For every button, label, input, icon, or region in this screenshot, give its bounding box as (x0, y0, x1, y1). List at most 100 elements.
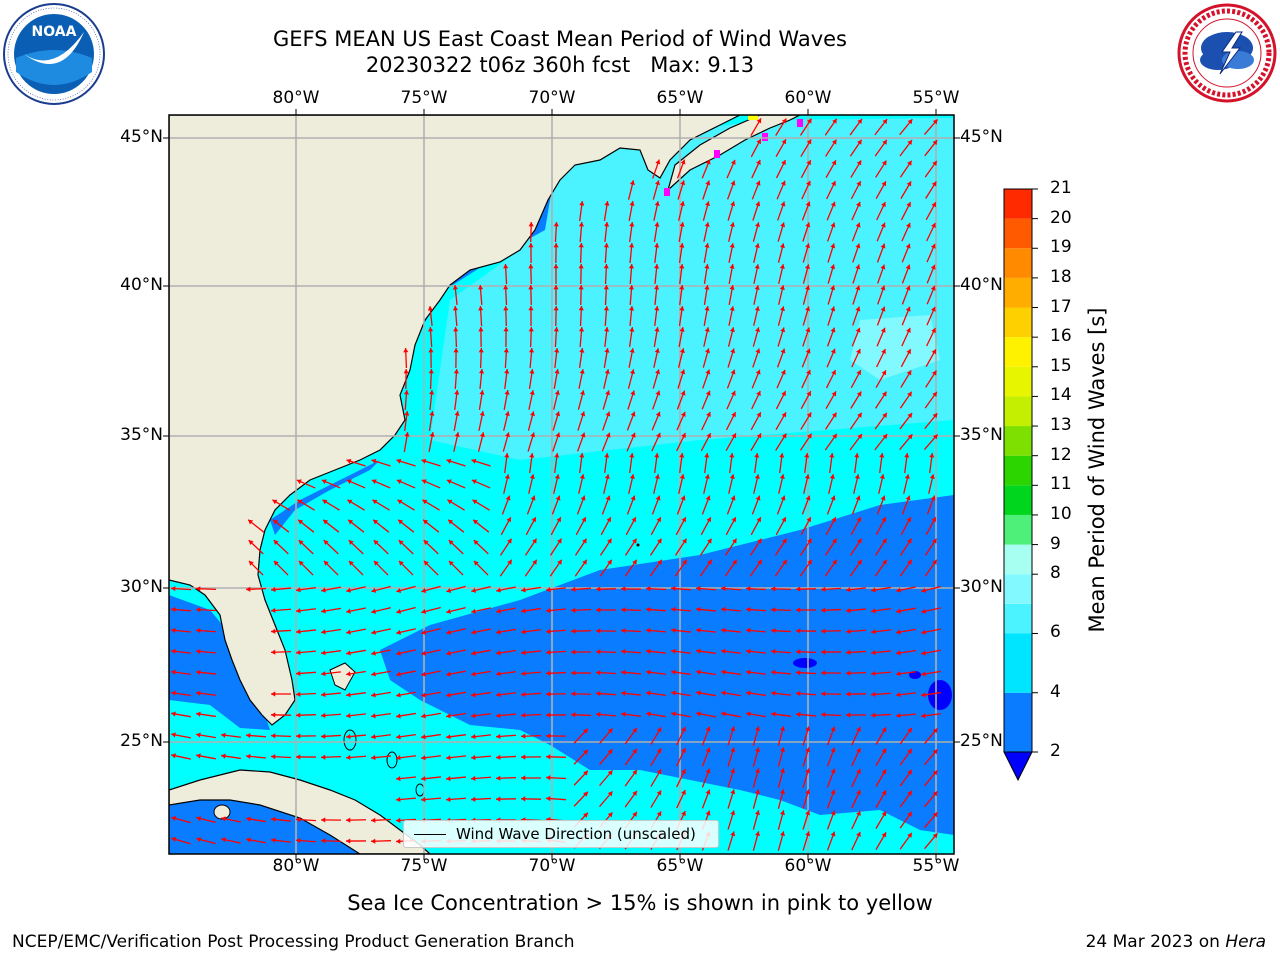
wind-wave-arrow-head (730, 768, 736, 774)
wind-wave-arrow-head (371, 734, 376, 740)
wind-wave-arrow-head (705, 768, 711, 774)
wind-wave-arrow-head (571, 628, 576, 634)
wind-wave-arrow-head (832, 118, 837, 124)
wind-wave-arrow-head (346, 608, 351, 614)
wind-wave-arrow-head (631, 517, 636, 523)
wind-wave-arrow-head (583, 770, 588, 776)
wind-wave-arrow-head (248, 560, 254, 566)
wind-wave-arrow-head (628, 285, 635, 290)
wind-wave-arrow-head (421, 671, 426, 677)
wind-wave-arrow-head (681, 747, 686, 753)
wind-wave-arrow-head (571, 607, 576, 613)
wind-wave-arrow-head (905, 495, 911, 501)
wind-wave-arrow-head (755, 369, 761, 375)
wind-wave-arrow-head (504, 411, 510, 417)
wind-wave-arrow-head (479, 432, 485, 438)
wind-wave-arrow-head (830, 768, 836, 774)
wind-wave-arrow-head (371, 608, 377, 614)
land-bahamas (329, 662, 356, 691)
wind-wave-arrow-head (473, 519, 479, 525)
wind-wave-arrow-head (730, 159, 736, 165)
wind-wave-arrow-head (679, 327, 685, 332)
wind-wave-arrow-head (796, 691, 801, 697)
wind-wave-arrow-head (521, 733, 526, 739)
wind-wave-arrow-head (931, 538, 937, 544)
wind-wave-arrow-head (755, 201, 761, 207)
wind-wave-arrow-head (298, 540, 304, 545)
ocean-light-cyan-patch (430, 118, 954, 460)
wind-wave-arrow-head (321, 838, 326, 844)
wind-wave-arrow-head (421, 608, 427, 614)
wind-wave-arrow-head (346, 733, 351, 740)
wind-wave-arrow-head (930, 264, 936, 270)
wind-wave-arrow-head (907, 769, 912, 775)
wind-wave-arrow-head (805, 327, 811, 333)
wind-wave-arrow-head (829, 453, 835, 458)
wind-wave-arrow-head (273, 540, 279, 545)
wind-wave-arrow-head (930, 243, 936, 249)
wind-wave-arrow-head (830, 726, 836, 732)
wind-wave-arrow-head (596, 586, 601, 592)
wind-wave-arrow-head (932, 812, 938, 818)
wind-wave-arrow-head (428, 369, 434, 374)
wind-wave-arrow-head (780, 747, 785, 753)
wind-wave-arrow-head (553, 222, 559, 227)
wind-wave-arrow-head (629, 201, 635, 206)
wind-wave-arrow-head (196, 607, 201, 613)
wind-wave-arrow-head (656, 811, 662, 817)
wind-wave-arrow-head (831, 181, 836, 186)
wind-wave-arrow-head (655, 180, 661, 186)
wind-wave-arrow-head (196, 669, 201, 675)
wind-wave-arrow-head (496, 629, 501, 635)
wind-wave-arrow-head (604, 474, 610, 480)
wind-wave-arrow-head (346, 587, 351, 593)
wind-wave-arrow-head (273, 560, 279, 566)
wind-wave-arrow-head (580, 411, 586, 417)
wind-wave-arrow-head (582, 559, 587, 565)
wind-wave-arrow-head (371, 817, 376, 823)
wind-wave-arrow-head (705, 390, 711, 396)
land-bahamas-island (386, 751, 398, 769)
wind-wave-arrow-head (932, 770, 938, 776)
wind-wave-arrow-head (655, 159, 661, 165)
wind-wave-arrow-head (880, 306, 886, 312)
wind-wave-arrow-head (830, 264, 836, 270)
wind-wave-arrow-head (880, 327, 886, 333)
latitude-tick-label: 45°N (960, 127, 1003, 147)
wind-wave-arrow-head (371, 650, 376, 656)
wind-wave-arrow-head (454, 432, 460, 437)
wind-wave-arrow-head (423, 519, 429, 525)
wind-wave-arrow-head (831, 517, 836, 523)
wind-wave-arrow-head (729, 222, 735, 228)
wind-wave-arrow-head (221, 837, 226, 843)
wind-wave-arrow-head (428, 348, 434, 353)
wind-wave-arrow-head (296, 817, 301, 823)
wind-wave-arrow-head (856, 370, 861, 376)
wind-wave-arrow-head (656, 790, 662, 796)
wind-wave-arrow-head (629, 348, 635, 353)
wind-wave-arrow-head (454, 411, 460, 416)
wind-wave-arrow-head (555, 432, 561, 438)
wind-wave-arrow-head (654, 474, 660, 480)
wind-wave-arrow-head (471, 587, 477, 593)
wind-wave-arrow-head (196, 816, 202, 822)
wind-wave-arrow-head (646, 669, 651, 675)
wind-wave-arrow-head (932, 791, 938, 797)
wind-wave-arrow-head (521, 650, 526, 656)
wind-wave-arrow-head (605, 390, 611, 396)
wind-wave-arrow-head (932, 833, 938, 839)
colorbar-segment (1004, 455, 1032, 486)
wind-wave-arrow-head (730, 495, 736, 501)
wind-wave-arrow-head (681, 433, 686, 439)
wind-wave-arrow-head (680, 390, 686, 396)
wind-wave-arrow-head (296, 733, 301, 739)
wind-wave-arrow-head (921, 587, 927, 593)
wind-wave-arrow-head (221, 753, 226, 759)
colorbar-tick-label: 19 (1050, 237, 1072, 258)
wind-wave-arrow-head (631, 538, 637, 544)
wind-wave-arrow-head (546, 733, 551, 739)
wind-wave-arrow-head (804, 474, 810, 480)
wind-wave-arrow-head (756, 118, 762, 124)
wind-wave-arrow-head (931, 370, 937, 376)
wind-wave-arrow-head (907, 413, 913, 419)
